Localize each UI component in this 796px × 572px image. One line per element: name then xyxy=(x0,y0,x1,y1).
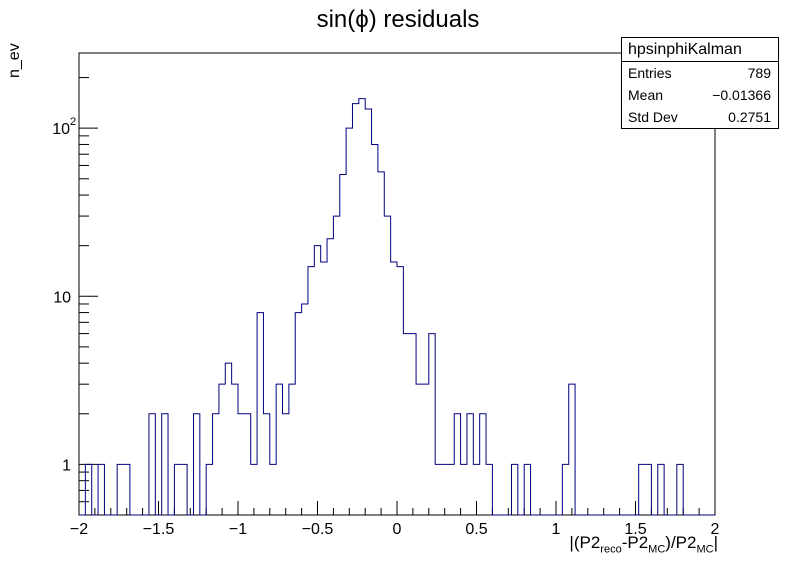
x-tick-label: 1.5 xyxy=(624,521,646,538)
x-tick-label: −1.5 xyxy=(143,521,175,538)
x-title-sub: MC xyxy=(648,543,666,556)
x-tick-label: −0.5 xyxy=(302,521,334,538)
stats-box: hpsinphiKalman Entries 789 Mean −0.01366… xyxy=(621,37,779,129)
x-tick-label: −1 xyxy=(229,521,247,538)
y-tick-exponent: 2 xyxy=(70,116,76,128)
x-axis-title: |(P2reco-P2MC)/P2MC| xyxy=(569,533,718,555)
x-tick-label: 0 xyxy=(393,521,402,538)
x-title-part: |(P2 xyxy=(569,533,601,552)
stats-row-entries: Entries 789 xyxy=(622,62,778,84)
x-title-sub: reco xyxy=(600,543,622,556)
x-tick-label: 2 xyxy=(711,521,720,538)
x-axis: −2 −1.5 −1 −0.5 0 0.5 1 1.5 2 xyxy=(70,501,720,538)
stats-value: 789 xyxy=(747,65,771,81)
stats-label: Std Dev xyxy=(628,109,678,125)
y-tick-label: 1 xyxy=(62,457,71,474)
y-tick-label: 10 xyxy=(52,121,70,138)
chart-title: sin(ϕ) residuals xyxy=(316,6,480,33)
x-title-part: -P2 xyxy=(621,533,649,552)
x-tick-label: 0.5 xyxy=(465,521,487,538)
stats-value: 0.2751 xyxy=(728,109,771,125)
histogram-line xyxy=(79,98,715,516)
stats-label: Mean xyxy=(628,87,664,103)
stats-label: Entries xyxy=(628,65,672,81)
stats-row-stddev: Std Dev 0.2751 xyxy=(622,106,778,128)
y-tick-label: 10 xyxy=(53,289,71,306)
x-tick-label: −2 xyxy=(70,521,88,538)
stats-histogram-name: hpsinphiKalman xyxy=(622,38,778,62)
x-title-part: )/P2 xyxy=(665,533,697,552)
stats-value: −0.01366 xyxy=(712,87,771,103)
x-title-part: | xyxy=(713,533,718,552)
plot-frame xyxy=(78,52,716,516)
stats-row-mean: Mean −0.01366 xyxy=(622,84,778,106)
x-title-sub: MC xyxy=(696,543,714,556)
x-tick-label: 1 xyxy=(552,521,561,538)
y-axis-title: n_ev xyxy=(6,43,23,78)
